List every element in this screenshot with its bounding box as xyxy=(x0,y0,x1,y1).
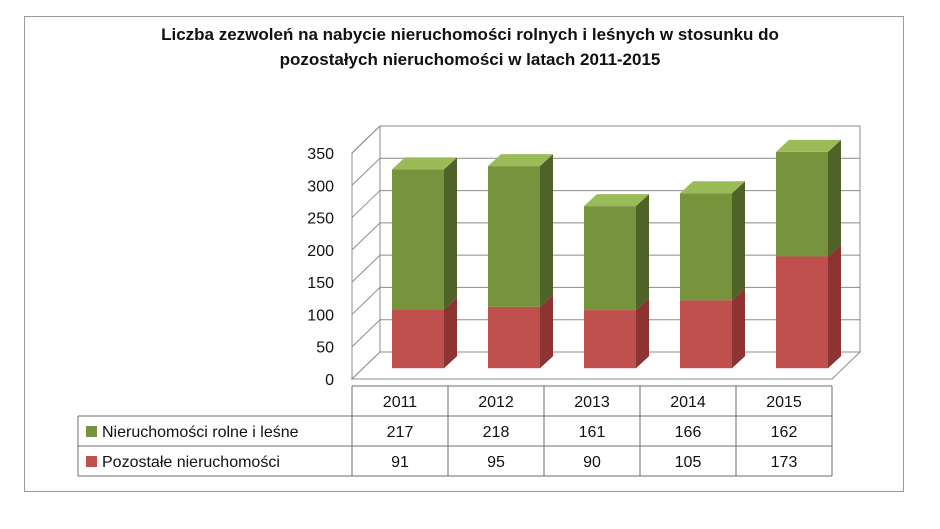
bar-side xyxy=(732,288,745,369)
table-value: 90 xyxy=(583,454,601,471)
legend-label: Nieruchomości rolne i leśne xyxy=(102,424,299,441)
bar-side xyxy=(540,154,553,307)
bar-side xyxy=(540,294,553,369)
legend-key xyxy=(86,426,97,437)
bar-front xyxy=(584,206,636,311)
bar-side xyxy=(828,139,841,257)
table-value: 173 xyxy=(771,454,798,471)
chart-title-line-2: pozostałych nieruchomości w latach 2011-… xyxy=(279,50,661,69)
bar-front xyxy=(584,310,636,369)
x-category-label: 2014 xyxy=(670,394,706,411)
table-value: 95 xyxy=(487,454,505,471)
chart-title: Liczba zezwoleń na nabycie nieruchomości… xyxy=(0,22,940,72)
y-tick-label: 350 xyxy=(307,146,334,163)
table-value: 218 xyxy=(483,424,510,441)
table-value: 166 xyxy=(675,424,702,441)
bar-side xyxy=(828,244,841,369)
legend-key xyxy=(86,456,97,467)
bar-side xyxy=(732,181,745,301)
y-tick-label: 0 xyxy=(325,372,334,389)
bar-top xyxy=(488,154,553,167)
side-wall xyxy=(351,124,381,381)
bar-top xyxy=(392,157,457,170)
table-value: 161 xyxy=(579,424,606,441)
bar-front xyxy=(776,151,828,257)
bar-front xyxy=(776,256,828,369)
y-tick-label: 250 xyxy=(307,211,334,228)
bar-side xyxy=(444,297,457,369)
table-value: 217 xyxy=(387,424,414,441)
y-tick-label: 100 xyxy=(307,307,334,324)
gridline xyxy=(351,157,860,186)
y-tick-label: 150 xyxy=(307,275,334,292)
bar-front xyxy=(680,193,732,301)
bar-side xyxy=(636,298,649,369)
bar-side xyxy=(444,157,457,310)
legend-label: Pozostałe nieruchomości xyxy=(102,454,280,471)
table-value: 91 xyxy=(391,454,409,471)
y-tick-label: 300 xyxy=(307,178,334,195)
table-value: 105 xyxy=(675,454,702,471)
bar-front xyxy=(392,309,444,369)
x-category-label: 2015 xyxy=(766,394,802,411)
x-category-label: 2012 xyxy=(478,394,514,411)
bar-front xyxy=(392,169,444,310)
bar-side xyxy=(636,194,649,311)
y-tick-label: 200 xyxy=(307,243,334,260)
table-value: 162 xyxy=(771,424,798,441)
bar-top xyxy=(584,194,649,207)
bar-top xyxy=(680,181,745,194)
bar-front xyxy=(680,300,732,369)
y-tick-label: 50 xyxy=(316,340,334,357)
x-category-label: 2011 xyxy=(383,394,418,411)
bar-front xyxy=(488,166,540,307)
gridline xyxy=(351,125,860,154)
bar-front xyxy=(488,306,540,369)
x-category-label: 2013 xyxy=(574,394,610,411)
bar-top xyxy=(776,139,841,152)
chart-title-line-1: Liczba zezwoleń na nabycie nieruchomości… xyxy=(161,25,779,44)
